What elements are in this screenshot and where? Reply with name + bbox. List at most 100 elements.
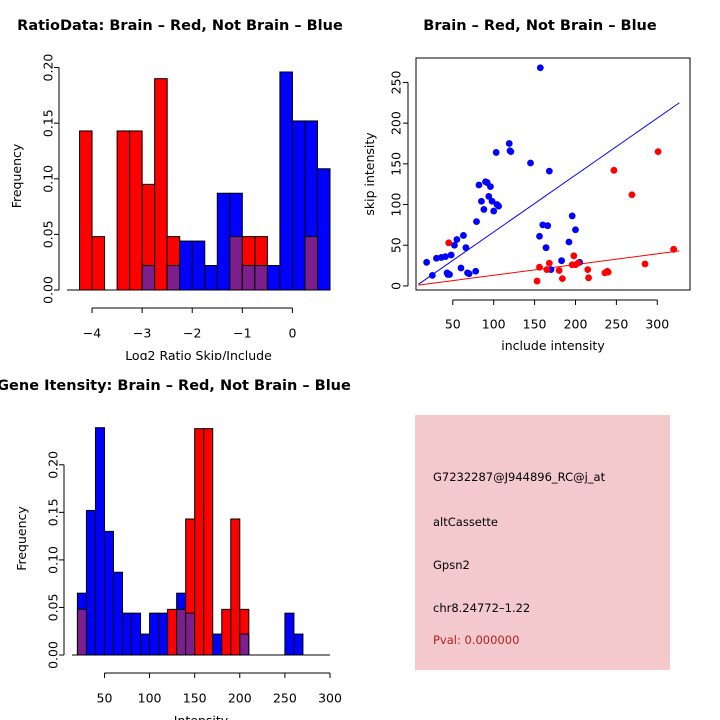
scatter-point: [570, 252, 578, 260]
info-pval: Pval: 0.000000: [433, 633, 520, 647]
x-axis-tick-label: 200: [228, 691, 252, 706]
y-axis-label: skip intensity: [362, 132, 377, 216]
histogram-bar: [149, 612, 160, 656]
y-axis-tick-label: 0.10: [46, 546, 61, 574]
x-axis-tick-label: −2: [183, 326, 201, 341]
scatter-point: [574, 259, 582, 267]
scatter-point: [460, 232, 467, 239]
scatter-point: [446, 271, 453, 278]
histogram-bar: [79, 130, 93, 291]
scatter-point: [604, 268, 612, 276]
y-axis-tick-label: 0.20: [41, 54, 56, 82]
info-locus: chr8.24772–1.22: [433, 601, 531, 615]
histogram-bar: [266, 265, 281, 291]
scatter-point: [495, 202, 503, 210]
scatter-point: [543, 266, 551, 274]
histogram-bar: [158, 612, 169, 656]
scatter-point: [533, 277, 541, 285]
histogram-bar: [316, 168, 331, 291]
scatter-point: [447, 251, 455, 259]
scatter-point: [507, 148, 515, 156]
histogram-bar: [293, 633, 304, 656]
histogram-bar: [194, 428, 205, 656]
scatter-plot: 0 50 100 150 200 250 skip intensity 50 100 150 200…: [362, 57, 691, 353]
scatter-point: [480, 206, 488, 213]
histogram-bar-overlap: [239, 633, 250, 656]
x-axis-tick-label: 100: [482, 317, 506, 332]
x-axis-tick-label: −4: [83, 326, 101, 341]
histogram-bar: [212, 633, 223, 656]
x-axis-tick-label: 0: [288, 326, 296, 341]
histogram-bar: [203, 428, 214, 656]
scatter-point: [478, 197, 485, 205]
histogram-bar-overlap: [304, 236, 318, 291]
scatter-point: [568, 212, 576, 220]
x-axis-tick-label: 250: [273, 691, 297, 706]
histogram-bar-overlap: [166, 265, 181, 291]
scatter-point: [572, 226, 579, 234]
x-axis-tick-label: 300: [318, 691, 342, 706]
x-axis-tick-label: 100: [138, 691, 162, 706]
x-axis-tick-label: 300: [645, 317, 669, 332]
scatter-point: [462, 244, 470, 252]
scatter-point: [610, 166, 618, 174]
scatter-point: [536, 263, 543, 271]
scatter-point: [423, 258, 431, 266]
histogram-bar: [284, 612, 295, 656]
y-axis-tick-label: 150: [389, 152, 404, 176]
y-axis-tick-label: 0.00: [41, 276, 56, 304]
x-axis-tick-label: 250: [604, 317, 628, 332]
histogram-bar: [131, 612, 142, 656]
panel-scatter: Brain – Red, Not Brain – Blue 0 50 100 150 2…: [360, 0, 720, 360]
info-event-type: altCassette: [433, 515, 498, 529]
x-axis-tick-label: 150: [183, 691, 207, 706]
scatter-point: [472, 267, 480, 275]
histogram-bar: [221, 608, 232, 656]
scatter-point: [445, 239, 453, 247]
scatter-point: [565, 238, 573, 246]
y-axis-tick-label: 100: [389, 193, 404, 217]
scatter-point: [490, 207, 498, 215]
histogram-bar: [167, 608, 178, 656]
y-axis-tick-label: 0.00: [46, 641, 61, 669]
scatter-point: [654, 148, 662, 156]
x-axis-tick-label: 200: [564, 317, 588, 332]
histogram-bar: [230, 518, 241, 656]
histogram-bar: [85, 509, 96, 656]
gene-histogram-plot: 0.00 0.05 0.10 0.15 0.20 Frequency 50 100 150 200…: [14, 427, 342, 720]
histogram-bar: [116, 130, 131, 291]
x-axis-label: Log2 Ratio Skip/Include: [125, 348, 272, 360]
histogram-bar: [179, 240, 193, 291]
histogram-bar-overlap: [141, 265, 156, 291]
histogram-bar: [140, 633, 151, 656]
scatter-point: [487, 183, 494, 191]
scatter-title: Brain – Red, Not Brain – Blue: [423, 18, 657, 34]
scatter-point: [559, 275, 566, 283]
y-axis-tick-label: 0.05: [41, 220, 56, 248]
histogram-bar: [291, 120, 306, 291]
x-axis-tick-label: −1: [233, 326, 251, 341]
scatter-point: [585, 274, 592, 282]
histogram-bar: [103, 530, 114, 656]
histogram-bar: [154, 78, 168, 291]
y-axis-tick-label: 0.15: [46, 498, 61, 526]
fit-line-blue-fit: [418, 102, 680, 285]
histogram-bar: [191, 240, 206, 291]
scatter-point: [545, 167, 553, 175]
scatter-point: [558, 257, 565, 265]
y-axis-tick-label: 0: [389, 282, 404, 290]
histogram-bar-overlap: [254, 265, 268, 291]
scatter-point: [628, 191, 636, 199]
y-axis-tick-label: 0.15: [41, 109, 56, 137]
panel-info: G7232287@J944896_RC@j_at altCassette Gps…: [360, 360, 720, 720]
scatter-point: [451, 241, 458, 249]
info-probe-id: G7232287@J944896_RC@j_at: [433, 470, 606, 484]
scatter-point: [544, 222, 552, 230]
x-axis-tick-label: 50: [97, 691, 113, 706]
histogram-bar-overlap: [229, 236, 243, 291]
scatter-point: [555, 267, 563, 274]
scatter-point: [584, 266, 592, 274]
scatter-point: [492, 149, 500, 156]
panel-ratio-histogram: RatioData: Brain – Red, Not Brain – Blue…: [0, 0, 360, 360]
histogram-bar: [112, 571, 124, 656]
